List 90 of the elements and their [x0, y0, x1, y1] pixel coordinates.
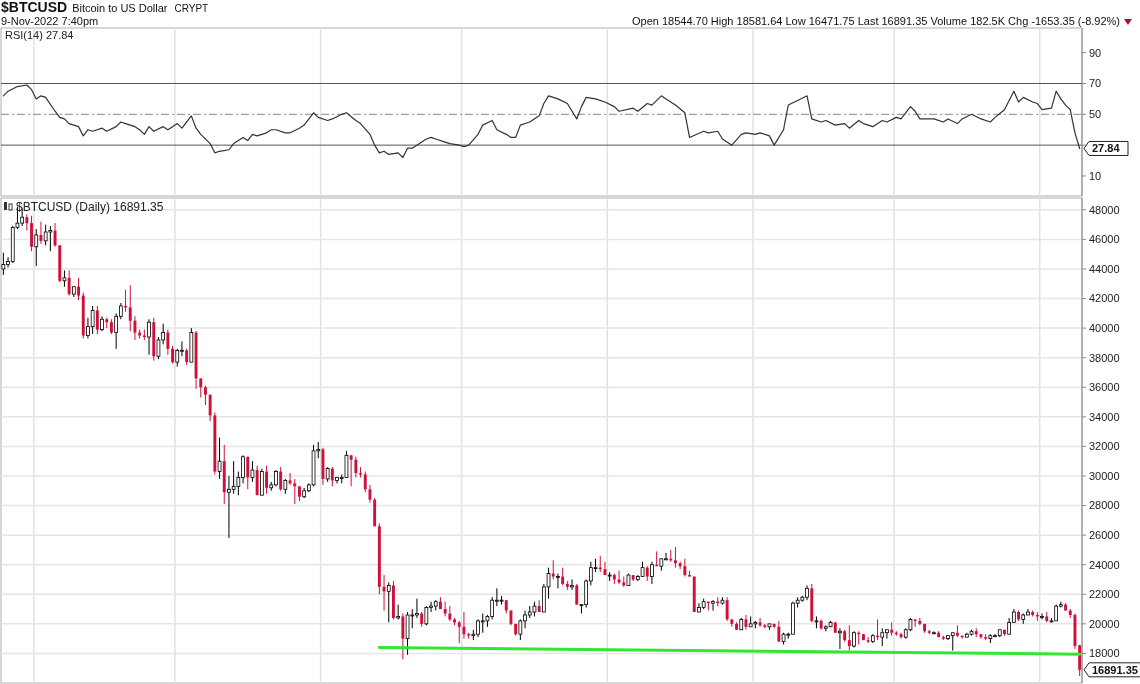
candlestick: [30, 215, 34, 252]
candlestick: [683, 558, 687, 578]
candlestick: [156, 336, 161, 360]
candlestick: [217, 437, 222, 480]
candlestick: [349, 454, 353, 487]
candlestick: [401, 613, 405, 660]
candlestick: [95, 305, 99, 335]
y-tick-label: 18000: [1089, 647, 1120, 660]
y-tick-label: 34000: [1089, 410, 1120, 423]
candlestick: [43, 224, 48, 246]
candlestick: [288, 472, 292, 486]
candlestick: [979, 633, 983, 640]
candlestick: [758, 617, 762, 628]
candlestick: [67, 269, 71, 297]
text: 27.84: [1092, 142, 1121, 155]
y-tick-label: 70: [1089, 77, 1102, 90]
candlestick: [518, 618, 523, 641]
candlestick: [382, 574, 386, 612]
y-tick-label: 46000: [1089, 233, 1120, 246]
candlestick: [462, 611, 466, 640]
candlestick: [133, 315, 137, 341]
candlestick: [34, 228, 39, 267]
y-tick-label: 22000: [1089, 588, 1120, 601]
candlestick: [405, 611, 410, 656]
annotation: RSI(14) 27.84: [5, 29, 74, 41]
candlestick: [250, 460, 255, 483]
candlestick: [48, 225, 53, 252]
text: 9-Nov-2022 7:40pm: [1, 15, 99, 27]
candlestick: [725, 596, 729, 622]
candlestick: [128, 284, 132, 332]
candlestick: [847, 624, 851, 651]
y-tick-label: 24000: [1089, 558, 1120, 571]
candlestick: [259, 468, 264, 496]
y-tick-label: 32000: [1089, 440, 1120, 453]
y-tick-label: 28000: [1089, 499, 1120, 512]
candlestick: [330, 466, 334, 487]
chart-subtitle: Bitcoin to US Dollar: [72, 2, 168, 14]
y-tick-label: 10: [1089, 169, 1102, 182]
y-tick-label: 30000: [1089, 469, 1120, 482]
candlestick: [147, 318, 151, 356]
text: 16891.35: [1092, 663, 1138, 676]
y-tick-label: 26000: [1089, 528, 1120, 541]
candlestick: [744, 614, 748, 631]
candlestick: [603, 561, 607, 576]
candlestick: [838, 627, 842, 650]
candlestick: [556, 573, 560, 589]
candlestick: [77, 277, 81, 301]
candlestick: [354, 456, 358, 478]
line-series: [2, 84, 1081, 159]
candlestick: [265, 465, 269, 495]
candlestick: [777, 620, 781, 643]
candlestick: [711, 599, 715, 612]
candlestick: [203, 385, 207, 406]
y-tick-label: 50: [1089, 108, 1102, 121]
y-tick-label: 48000: [1089, 203, 1120, 216]
candlestick: [293, 478, 297, 505]
candlestick: [363, 471, 367, 493]
candlestick: [918, 617, 922, 626]
y-tick-label: 20000: [1089, 617, 1120, 630]
y-tick-label: 42000: [1089, 292, 1120, 305]
candlestick: [386, 581, 391, 623]
candlestick: [39, 221, 43, 245]
candlestick: [231, 460, 236, 495]
candlestick: [1040, 613, 1044, 620]
y-tick-label: 44000: [1089, 262, 1120, 275]
candlestick: [246, 456, 250, 490]
chart-title: $BTCUSD: [1, 0, 68, 15]
y-tick-label: 90: [1089, 46, 1102, 59]
candlestick: [199, 377, 203, 399]
y-tick-label: 36000: [1089, 381, 1120, 394]
candlestick: [617, 570, 621, 585]
candlestick: [551, 559, 555, 580]
text: CRYPT: [174, 3, 209, 14]
candlestick: [650, 561, 654, 585]
text: Open 18544.70 High 18581.64 Low 16471.75 Last 16891.35 Volume 182.5K Chg -1653.35 (-8.92%): [631, 15, 1120, 27]
candlestick: [570, 578, 574, 591]
candlestick: [53, 222, 57, 248]
candlestick: [673, 546, 677, 569]
candlestick: [344, 450, 349, 478]
y-tick-label: 40000: [1089, 321, 1120, 334]
y-tick-label: 38000: [1089, 351, 1120, 364]
candlestick: [208, 394, 212, 422]
candlestick: [90, 305, 95, 335]
candlestick: [575, 583, 579, 606]
candlestick: [457, 620, 461, 644]
candlestick: [279, 466, 283, 492]
candlestick: [166, 329, 170, 356]
candlestick: [25, 213, 29, 232]
chart-title: $BTCUSD (Daily) 16891.35: [16, 200, 164, 214]
candlestick: [899, 632, 903, 640]
